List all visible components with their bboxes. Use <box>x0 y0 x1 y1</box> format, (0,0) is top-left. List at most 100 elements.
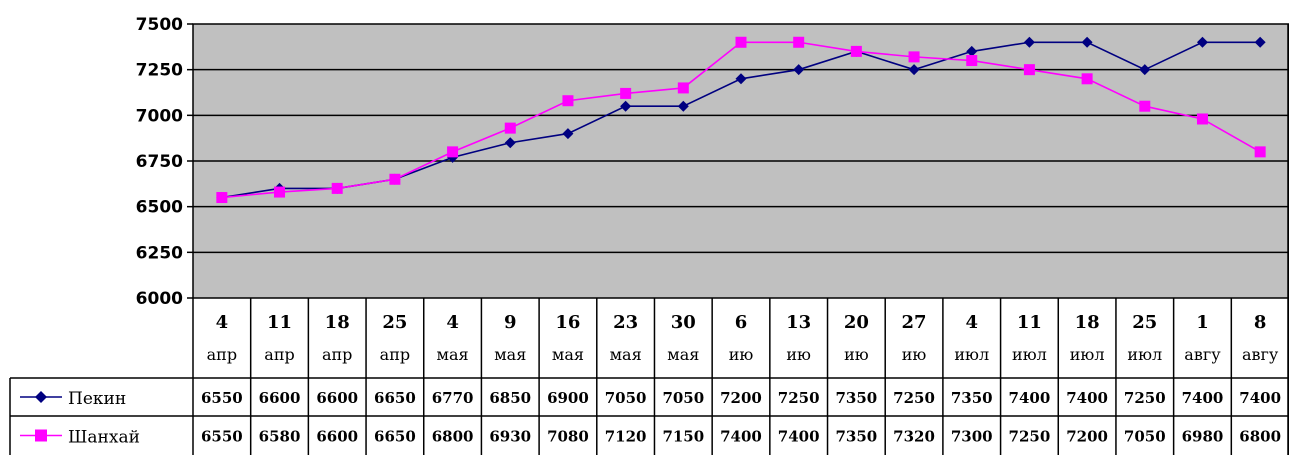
data-point <box>793 64 805 76</box>
table-cell: 7080 <box>547 428 589 446</box>
data-point <box>274 186 286 198</box>
table-cell: 7400 <box>1066 389 1108 407</box>
table-cell: 6650 <box>374 428 416 446</box>
x-tick-label-month: апр <box>322 345 352 364</box>
x-tick-label-month: авгу <box>1242 345 1279 364</box>
table-cell: 7120 <box>605 428 647 446</box>
table-cell: 7400 <box>720 428 762 446</box>
y-tick-label: 7000 <box>136 106 183 126</box>
x-tick-label-day: 27 <box>902 312 927 333</box>
table-cell: 7050 <box>605 389 647 407</box>
data-point <box>562 128 574 140</box>
data-point <box>908 51 920 63</box>
y-tick-label: 6000 <box>136 289 183 309</box>
x-tick-label-day: 11 <box>267 312 292 333</box>
data-point <box>1139 100 1151 112</box>
table-cell: 7250 <box>1124 389 1166 407</box>
data-point <box>216 192 228 204</box>
table-cell: 6980 <box>1182 428 1224 446</box>
table-cell: 7250 <box>778 389 820 407</box>
table-cell: 6600 <box>316 428 358 446</box>
x-tick-label-month: мая <box>552 345 584 364</box>
table-cell: 7350 <box>835 428 877 446</box>
table-cell: 7050 <box>1124 428 1166 446</box>
legend-marker <box>35 391 47 403</box>
table-cell: 7350 <box>835 389 877 407</box>
data-point <box>850 45 862 57</box>
data-point <box>1023 64 1035 76</box>
data-point <box>620 100 632 112</box>
x-tick-label-month: апр <box>207 345 237 364</box>
y-tick-label: 7500 <box>136 15 183 35</box>
data-point <box>504 122 516 134</box>
x-tick-label-day: 4 <box>965 312 978 333</box>
data-point <box>331 182 343 194</box>
data-point <box>1254 36 1266 48</box>
x-tick-label-day: 16 <box>555 312 580 333</box>
data-point <box>1139 64 1151 76</box>
x-tick-label-day: 4 <box>446 312 459 333</box>
table-cell: 6600 <box>259 389 301 407</box>
x-tick-label-day: 6 <box>735 312 748 333</box>
x-tick-label-day: 9 <box>504 312 517 333</box>
table-cell: 6770 <box>432 389 474 407</box>
table-cell: 6550 <box>201 428 243 446</box>
x-tick-label-day: 23 <box>613 312 638 333</box>
data-point <box>562 95 574 107</box>
x-tick-label-day: 4 <box>216 312 229 333</box>
data-point <box>1254 146 1266 158</box>
table-cell: 6850 <box>489 389 531 407</box>
table-cell: 7150 <box>662 428 704 446</box>
table-cell: 7250 <box>893 389 935 407</box>
table-cell: 6600 <box>316 389 358 407</box>
x-tick-label-month: апр <box>380 345 410 364</box>
x-tick-label-day: 20 <box>844 312 869 333</box>
x-tick-label-month: июл <box>1127 345 1162 364</box>
table-cell: 7300 <box>951 428 993 446</box>
data-point <box>735 73 747 85</box>
table-cell: 6900 <box>547 389 589 407</box>
x-tick-label-day: 18 <box>325 312 350 333</box>
x-tick-label-month: мая <box>667 345 699 364</box>
x-tick-label-month: июл <box>1070 345 1105 364</box>
table-cell: 7250 <box>1009 428 1051 446</box>
x-tick-label-month: мая <box>494 345 526 364</box>
x-tick-label-month: ию <box>902 345 927 364</box>
table-cell: 7200 <box>1066 428 1108 446</box>
x-tick-label-month: апр <box>264 345 294 364</box>
table-cell: 7400 <box>1182 389 1224 407</box>
data-point <box>908 64 920 76</box>
x-tick-label-day: 25 <box>1132 312 1157 333</box>
data-point <box>1081 36 1093 48</box>
legend-marker <box>35 429 47 442</box>
data-point <box>735 36 747 48</box>
legend-label: Шанхай <box>68 428 140 448</box>
data-point <box>677 82 689 94</box>
x-tick-label-day: 8 <box>1254 312 1267 333</box>
table-cell: 6800 <box>432 428 474 446</box>
data-point <box>966 45 978 57</box>
x-tick-label-month: мая <box>610 345 642 364</box>
y-tick-label: 7250 <box>136 61 183 81</box>
x-tick-label-month: мая <box>437 345 469 364</box>
y-tick-label: 6500 <box>136 198 183 218</box>
data-point <box>504 137 516 149</box>
data-point <box>620 87 632 99</box>
table-cell: 6650 <box>374 389 416 407</box>
data-point <box>1081 73 1093 85</box>
y-tick-label: 6750 <box>136 152 183 172</box>
table-cell: 6930 <box>489 428 531 446</box>
table-cell: 6580 <box>259 428 301 446</box>
x-tick-label-day: 13 <box>786 312 811 333</box>
x-tick-label-month: июл <box>1012 345 1047 364</box>
y-tick-label: 6250 <box>136 243 183 263</box>
x-tick-label-day: 18 <box>1075 312 1100 333</box>
table-cell: 7320 <box>893 428 935 446</box>
data-point <box>1196 113 1208 125</box>
data-point <box>447 146 459 158</box>
data-point <box>966 55 978 67</box>
table-cell: 7200 <box>720 389 762 407</box>
table-cell: 7400 <box>1239 389 1281 407</box>
table-cell: 6550 <box>201 389 243 407</box>
